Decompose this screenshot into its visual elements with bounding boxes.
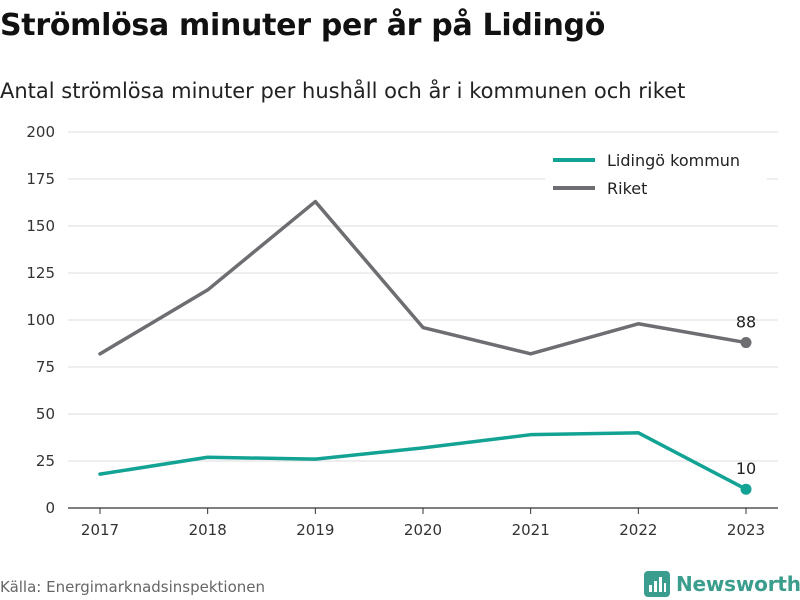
source-note: Källa: Energimarknadsinspektionen [0, 578, 266, 596]
y-tick-label: 150 [26, 217, 55, 235]
x-tick-label: 2019 [296, 521, 334, 539]
y-tick-label: 175 [26, 170, 55, 188]
y-tick-label: 0 [45, 499, 55, 517]
y-tick-label: 50 [36, 405, 55, 423]
x-tick-label: 2023 [727, 521, 765, 539]
y-tick-label: 100 [26, 311, 55, 329]
newsworthy-logo-icon [644, 571, 670, 597]
legend-label: Lidingö kommun [607, 151, 740, 170]
end-point-label: 10 [736, 459, 756, 478]
chart-subtitle: Antal strömlösa minuter per hushåll och … [0, 79, 686, 103]
end-point-marker [740, 337, 752, 349]
x-tick-label: 2018 [189, 521, 227, 539]
series-line [98, 199, 748, 356]
end-point-marker [740, 483, 752, 495]
y-tick-label: 125 [26, 264, 55, 282]
x-axis: 2017 2018 2019 2020 2021 2022 2023 [81, 508, 765, 539]
series-group: 10 88 [98, 199, 756, 495]
brand-logo: Newsworthy [644, 569, 800, 599]
legend-background [545, 146, 767, 204]
end-point-label: 88 [736, 313, 756, 332]
legend: Lidingö kommun Riket [545, 146, 767, 204]
x-tick-label: 2020 [404, 521, 442, 539]
y-tick-label: 200 [26, 123, 55, 141]
y-axis-ticks: 0 25 50 75 100 125 150 175 200 [26, 123, 55, 517]
x-tick-label: 2022 [619, 521, 657, 539]
y-tick-label: 75 [36, 358, 55, 376]
legend-label: Riket [607, 179, 647, 198]
chart-title: Strömlösa minuter per år på Lidingö [0, 8, 606, 43]
series-line [98, 431, 748, 491]
y-tick-label: 25 [36, 452, 55, 470]
x-tick-label: 2017 [81, 521, 119, 539]
brand-name: Newsworthy [676, 572, 800, 596]
x-tick-label: 2021 [512, 521, 550, 539]
